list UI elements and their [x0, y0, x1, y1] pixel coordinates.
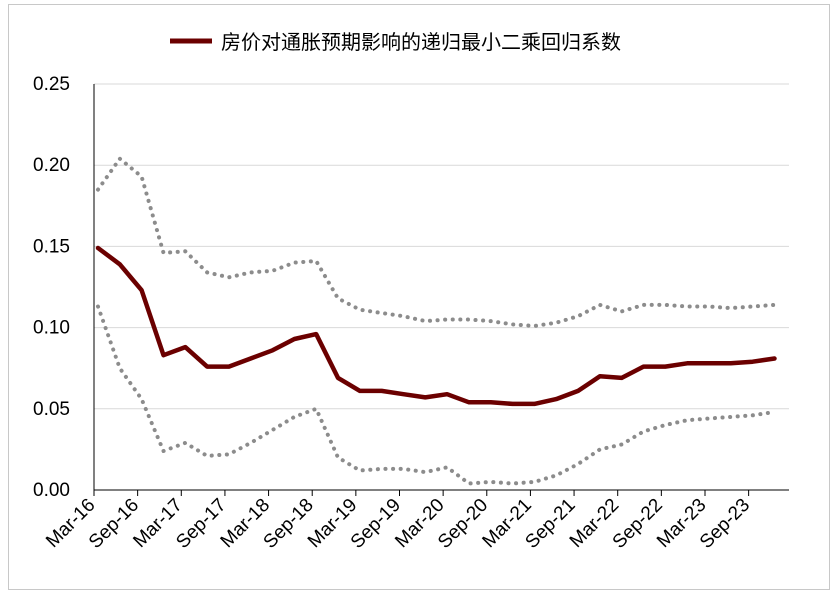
y-tick-label: 0.20: [33, 155, 70, 176]
series-line-lower: [96, 304, 777, 486]
y-tick-label: 0.05: [33, 399, 70, 420]
legend-label: 房价对通胀预期影响的递归最小二乘回归系数: [221, 30, 621, 54]
series-line-estimate: [95, 245, 777, 407]
series-line-upper: [96, 156, 777, 328]
x-tick-label: Sep-22: [609, 495, 667, 553]
x-tick-label: Sep-16: [85, 495, 143, 553]
x-tick-label: Sep-18: [260, 495, 318, 553]
y-tick-label: 0.15: [33, 236, 70, 257]
x-tick-label: Sep-23: [696, 495, 754, 553]
x-tick-label: Sep-20: [434, 495, 492, 553]
x-tick-label: Sep-21: [521, 495, 579, 553]
y-tick-label: 0.00: [33, 480, 70, 501]
y-tick-label: 0.25: [33, 74, 70, 95]
x-tick-label: Sep-17: [172, 495, 230, 553]
y-tick-label: 0.10: [33, 318, 70, 339]
x-tick-label: Sep-19: [347, 495, 405, 553]
